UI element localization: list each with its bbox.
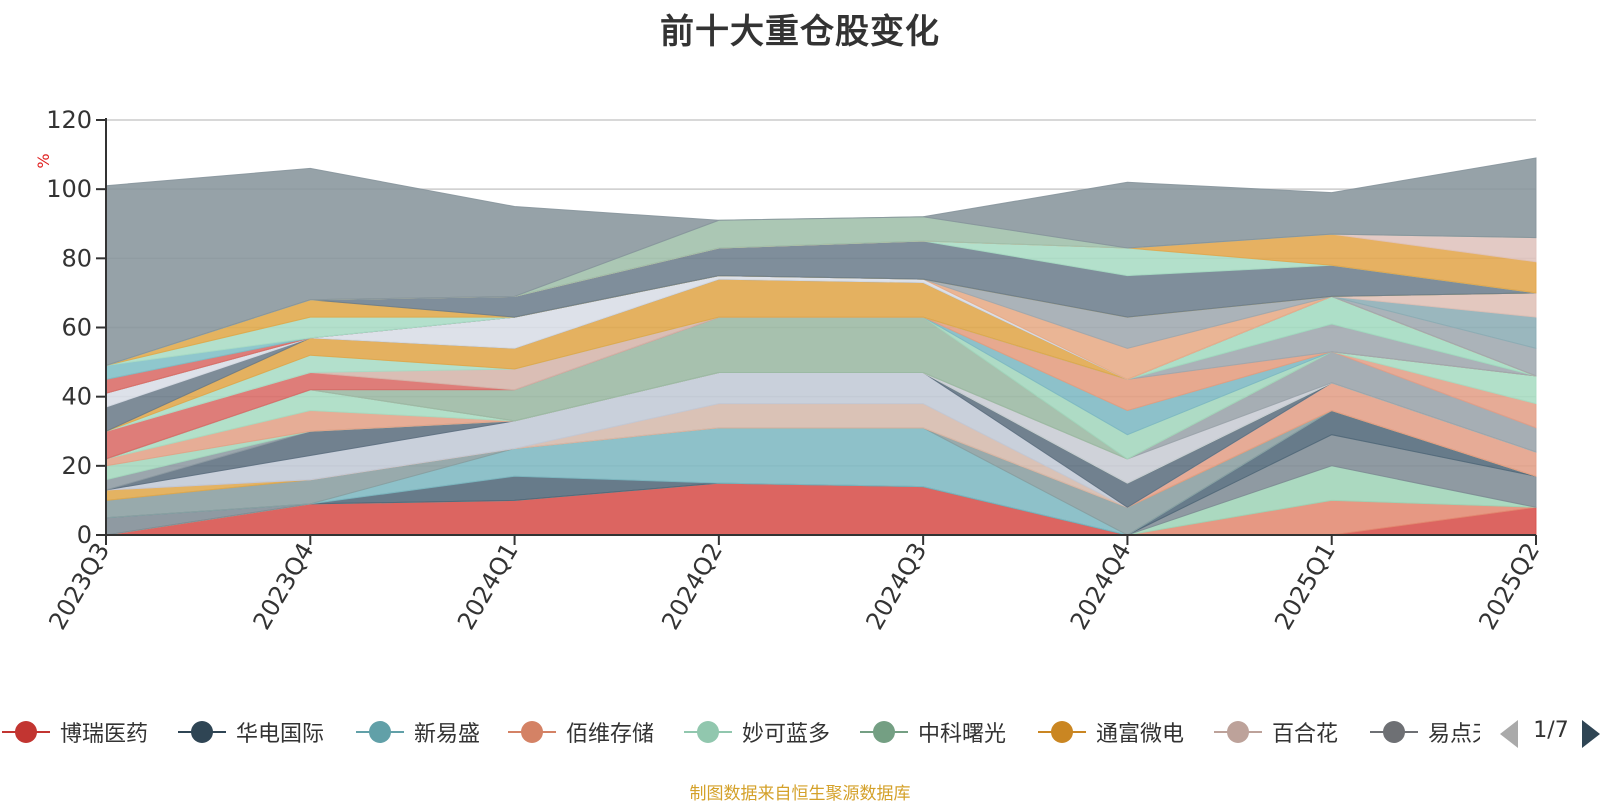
legend-item-label: 华电国际 xyxy=(236,722,325,747)
legend-marker-dot xyxy=(191,721,213,743)
y-tick-label: 120 xyxy=(46,106,92,134)
chart-title: 前十大重仓股变化 xyxy=(660,12,940,52)
legend-item[interactable]: 博瑞医药 xyxy=(0,712,148,752)
legend-item-label: 妙可蓝多 xyxy=(742,722,831,747)
legend-marker-icon xyxy=(1370,721,1418,743)
legend-item[interactable]: 佰维存储 xyxy=(506,712,654,752)
legend-marker-dot xyxy=(15,721,37,743)
y-tick-label: 40 xyxy=(61,383,92,411)
legend-item[interactable]: 易点天下 xyxy=(1368,712,1480,752)
legend-item[interactable]: 华电国际 xyxy=(176,712,324,752)
legend-marker-icon xyxy=(356,721,404,743)
y-axis-label: % xyxy=(34,153,53,168)
legend-item[interactable]: 妙可蓝多 xyxy=(682,712,830,752)
legend-item-label: 博瑞医药 xyxy=(60,722,149,747)
legend-marker-icon xyxy=(684,721,732,743)
legend-pager: 1/7 xyxy=(1500,718,1600,750)
legend-item[interactable]: 新易盛 xyxy=(354,712,480,752)
data-source-note: 制图数据来自恒生聚源数据库 xyxy=(689,784,911,804)
legend-item[interactable]: 通富微电 xyxy=(1036,712,1184,752)
y-tick-label: 100 xyxy=(46,175,92,203)
legend-marker-dot xyxy=(697,721,719,743)
legend-item[interactable]: 百合花 xyxy=(1212,712,1338,752)
legend-item-label: 通富微电 xyxy=(1096,722,1185,747)
legend-page-indicator: 1/7 xyxy=(1533,718,1569,743)
legend-marker-dot xyxy=(1227,721,1249,743)
legend-marker-dot xyxy=(1383,721,1405,743)
legend: 博瑞医药 华电国际 新易盛 佰维存储 妙可蓝多 中科曙光 通富微电 百合花 易点天下 xyxy=(0,712,1480,752)
legend-marker-icon xyxy=(1038,721,1086,743)
legend-item-label: 佰维存储 xyxy=(566,722,655,747)
x-tick-label: 2023Q3 xyxy=(43,538,115,634)
legend-marker-icon xyxy=(860,721,908,743)
x-tick-label: 2024Q4 xyxy=(1065,538,1137,634)
y-tick-label: 20 xyxy=(61,452,92,480)
legend-item[interactable]: 中科曙光 xyxy=(858,712,1006,752)
legend-next-page-icon[interactable] xyxy=(1582,720,1600,748)
legend-marker-dot xyxy=(1051,721,1073,743)
y-tick-label: 80 xyxy=(61,244,92,272)
legend-prev-page-icon[interactable] xyxy=(1500,720,1518,748)
legend-marker-icon xyxy=(178,721,226,743)
legend-item-label: 易点天下 xyxy=(1428,722,1480,747)
x-tick-label: 2025Q1 xyxy=(1269,538,1341,634)
x-tick-label: 2024Q2 xyxy=(656,538,728,634)
legend-marker-icon xyxy=(1214,721,1262,743)
y-tick-label: 0 xyxy=(77,521,92,549)
x-tick-label: 2023Q4 xyxy=(248,538,320,634)
legend-marker-icon xyxy=(508,721,556,743)
legend-marker-icon xyxy=(2,721,50,743)
area-series-45 xyxy=(105,157,1537,367)
x-tick-label: 2024Q1 xyxy=(452,538,524,634)
y-tick-label: 60 xyxy=(61,314,92,342)
x-tick-label: 2024Q3 xyxy=(860,538,932,634)
x-tick-label: 2025Q2 xyxy=(1473,538,1545,634)
legend-item-label: 中科曙光 xyxy=(918,722,1007,747)
stacked-area-chart: 0 20 40 60 80 100 120% 2023Q3 2023Q4 2024Q1 2024Q2… xyxy=(34,106,1545,634)
legend-marker-dot xyxy=(873,721,895,743)
legend-item-label: 百合花 xyxy=(1272,722,1339,747)
legend-item-label: 新易盛 xyxy=(414,722,481,747)
legend-marker-dot xyxy=(521,721,543,743)
legend-marker-dot xyxy=(369,721,391,743)
